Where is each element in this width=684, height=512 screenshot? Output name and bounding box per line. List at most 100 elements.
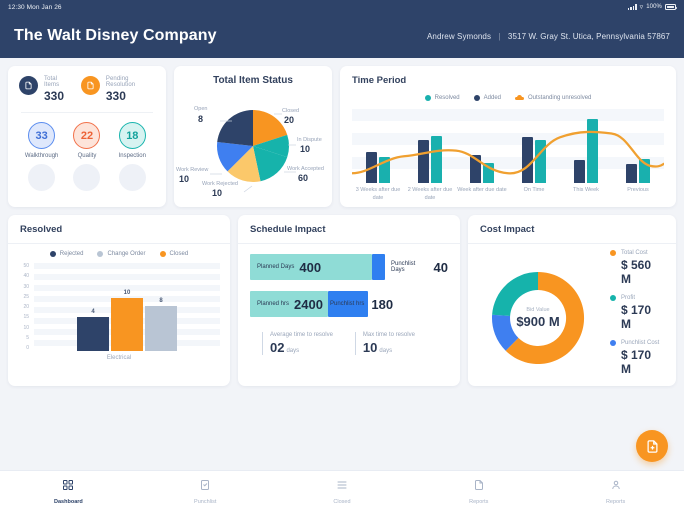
planned-hrs-bar[interactable]: Planned hrs 2400: [250, 291, 328, 317]
legend-item-closed[interactable]: Closed: [159, 251, 188, 257]
bar-group: [612, 109, 664, 183]
dashboard-row-top: Total Items 330 Pending Resolution 330: [8, 66, 676, 207]
time-period-chart[interactable]: [352, 109, 664, 183]
y-tick-label: 10: [23, 324, 29, 331]
category-value: 18: [118, 122, 146, 149]
nav-item-punchlist[interactable]: Punchlist: [137, 478, 274, 505]
legend-dot-icon: [610, 250, 616, 256]
nav-item-dashboard[interactable]: Dashboard: [0, 478, 137, 505]
bar-resolved[interactable]: [483, 163, 494, 183]
legend-item-rejected[interactable]: Rejected: [49, 251, 83, 257]
cost-item-profit[interactable]: Profit $ 170 M: [610, 295, 662, 331]
punchlist-days-value: 40: [433, 259, 448, 275]
category-inspection[interactable]: 18 Inspection: [110, 122, 154, 159]
cost-label: Total Cost: [621, 250, 648, 256]
bar-added[interactable]: [522, 137, 533, 183]
stat-number: 02: [270, 340, 285, 355]
bar-column-closed[interactable]: 10: [111, 263, 143, 351]
status-time: 12:30 Mon Jan 26: [8, 3, 62, 11]
bar-value-label: 4: [91, 309, 95, 315]
nav-item-reports-profile[interactable]: Reports: [547, 478, 684, 505]
punchlist-days-bar[interactable]: [371, 254, 385, 280]
legend-dot-icon: [97, 251, 104, 257]
bottom-navigation: Dashboard Punchlist Closed Reports: [0, 470, 684, 512]
bar-group: [560, 109, 612, 183]
category-label: Walkthrough: [24, 153, 59, 159]
bar-resolved[interactable]: [535, 140, 546, 183]
schedule-row-hrs: Planned hrs 2400 Punchlist hrs 180: [250, 291, 448, 317]
punchlist-hrs-bar[interactable]: [328, 291, 368, 317]
page-title: The Walt Disney Company: [14, 27, 217, 44]
divider: [468, 243, 676, 244]
pie-label-work-review: Work Review: [176, 167, 209, 173]
card-title: Total Item Status: [213, 75, 293, 86]
app-header: The Walt Disney Company Andrew Symonds |…: [0, 14, 684, 58]
nav-label: Closed: [333, 499, 351, 505]
time-period-card: Time Period Resolved Added Outstanding u…: [340, 66, 676, 207]
legend-item-change-order[interactable]: Change Order: [97, 251, 146, 257]
category-quality[interactable]: 22 Quality: [65, 122, 109, 159]
bid-value-amount: $900 M: [516, 313, 560, 329]
legend-dot-icon: [424, 95, 431, 101]
pie-svg: [210, 110, 296, 193]
planned-hrs-label: Planned hrs: [257, 301, 290, 307]
bar-column-rejected[interactable]: 4: [77, 263, 109, 351]
kpi-pending-resolution[interactable]: Pending Resolution 330: [80, 76, 155, 103]
cost-item-punchlist-cost[interactable]: Punchlist Cost $ 170 M: [610, 340, 662, 376]
kpi-value: 330: [44, 89, 65, 103]
bar-added[interactable]: [574, 160, 585, 183]
cost-value: $ 170 M: [621, 348, 652, 376]
pie-label-work-accepted: Work Accepted: [287, 166, 324, 172]
bar-value-label: 10: [123, 290, 131, 296]
schedule-impact-card: Schedule Impact Planned Days 400 Punchli…: [238, 215, 460, 386]
bar-added[interactable]: [626, 164, 637, 183]
bar-added[interactable]: [366, 152, 377, 183]
pie-chart[interactable]: Closed 20 In Dispute 10 Work Accepted 60…: [174, 88, 332, 200]
category-label: Quality: [77, 153, 97, 159]
bar-added[interactable]: [418, 140, 429, 183]
pie-label-open: Open: [194, 106, 208, 112]
legend-label: Change Order: [107, 251, 146, 257]
resolved-card: Resolved Rejected Change Order Closed: [8, 215, 230, 386]
battery-percent: 100%: [646, 4, 662, 10]
stat-label: Max time to resolve: [362, 332, 415, 338]
legend-item-outstanding[interactable]: Outstanding unresolved: [515, 94, 592, 101]
cost-value: $ 560 M: [621, 258, 652, 286]
y-tick-label: 25: [23, 293, 29, 300]
status-indicators: ▿ 100%: [628, 4, 678, 11]
legend-label: Outstanding unresolved: [528, 95, 592, 101]
bar-column-change-order[interactable]: 8: [145, 263, 177, 351]
category-circle-group: 33 Walkthrough 22 Quality 18 Inspection: [19, 122, 155, 159]
donut-chart[interactable]: Bid Value $900 M: [482, 262, 594, 374]
category-value: 22: [73, 122, 101, 149]
schedule-row-days: Planned Days 400 Punchlist Days 40: [250, 254, 448, 280]
cost-item-total-cost[interactable]: Total Cost $ 560 M: [610, 250, 662, 286]
card-title: Cost Impact: [480, 224, 535, 235]
bar-resolved[interactable]: [431, 136, 442, 183]
battery-icon: [665, 4, 678, 10]
nav-item-closed[interactable]: Closed: [274, 478, 411, 505]
x-tick-label: Week after due date: [457, 187, 507, 193]
y-tick-label: 15: [23, 314, 29, 321]
cost-legend: Total Cost $ 560 M Profit $ 170 M: [610, 250, 662, 385]
planned-days-bar[interactable]: Planned Days 400: [250, 254, 372, 280]
legend-item-resolved[interactable]: Resolved: [424, 95, 460, 101]
dashboard-content: Total Items 330 Pending Resolution 330: [0, 58, 684, 394]
add-document-fab[interactable]: [636, 430, 668, 462]
kpi-total-items[interactable]: Total Items 330: [19, 76, 71, 103]
legend-item-added[interactable]: Added: [473, 95, 501, 101]
pie-label-closed: Closed: [282, 108, 300, 114]
dashboard-row-bottom: Resolved Rejected Change Order Closed: [8, 215, 676, 386]
bar-resolved[interactable]: [379, 157, 390, 183]
user-address: 3517 W. Gray St. Utica, Pennsylvania 578…: [507, 31, 670, 41]
punchlist-hrs-value: 180: [371, 296, 394, 312]
bar-resolved[interactable]: [587, 119, 598, 183]
nav-item-reports-document[interactable]: Reports: [410, 478, 547, 505]
document-icon: [473, 478, 485, 496]
category-walkthrough[interactable]: 33 Walkthrough: [20, 122, 64, 159]
header-separator: |: [498, 31, 501, 41]
bar-change-order: [145, 306, 177, 351]
resolved-chart[interactable]: 50 40 30 25 20 15 10 5 0: [14, 263, 220, 351]
bar-added[interactable]: [470, 155, 481, 183]
bar-resolved[interactable]: [639, 159, 650, 183]
